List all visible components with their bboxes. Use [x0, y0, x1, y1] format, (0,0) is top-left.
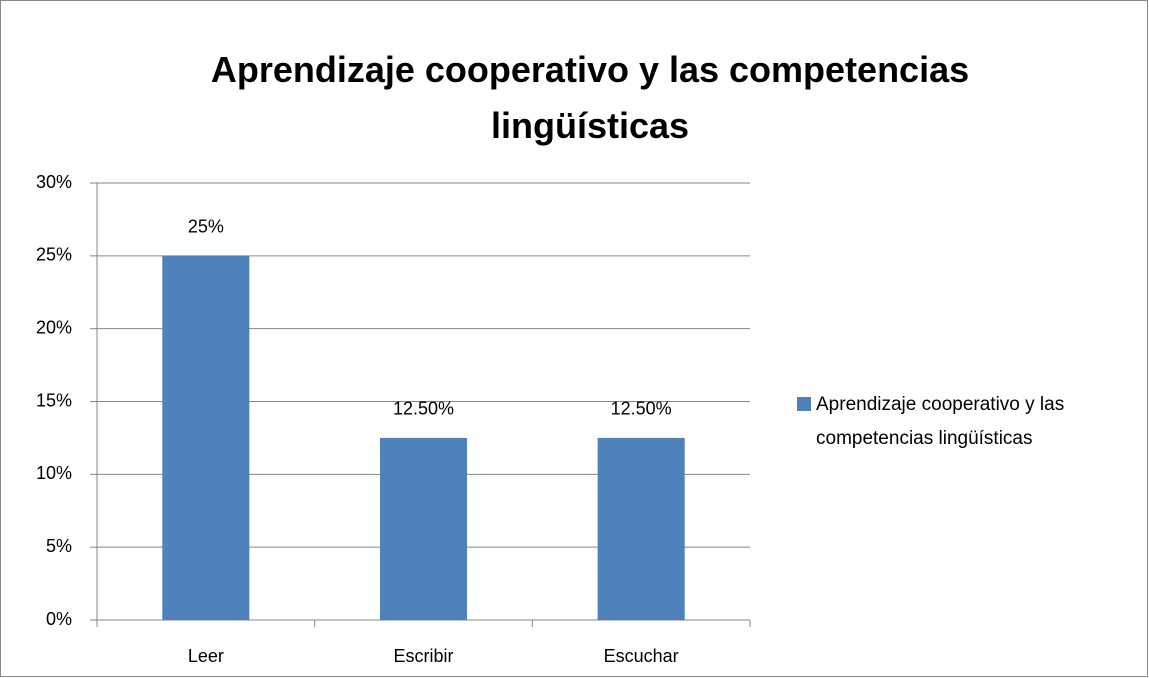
x-tick-label: Leer [188, 646, 224, 666]
y-tick-label: 15% [36, 390, 72, 410]
x-tick-label: Escuchar [604, 646, 679, 666]
legend: Aprendizaje cooperativo y las competenci… [797, 388, 1137, 456]
y-tick-label: 25% [36, 245, 72, 265]
y-tick-label: 10% [36, 463, 72, 483]
y-tick-label: 20% [36, 317, 72, 337]
y-tick-label: 30% [36, 172, 72, 192]
legend-swatch [797, 397, 811, 411]
legend-label: Aprendizaje cooperativo y las competenci… [816, 394, 1065, 449]
data-label: 12.50% [393, 399, 454, 419]
bar [597, 437, 685, 620]
chart-title: Aprendizaje cooperativo y las competenci… [210, 49, 970, 146]
bar [162, 255, 250, 621]
bar [379, 437, 468, 620]
y-tick-label: 5% [46, 536, 72, 556]
data-label: 25% [188, 217, 224, 237]
data-label: 12.50% [611, 399, 672, 419]
y-tick-label: 0% [46, 609, 72, 629]
x-tick-label: Escribir [393, 646, 453, 666]
